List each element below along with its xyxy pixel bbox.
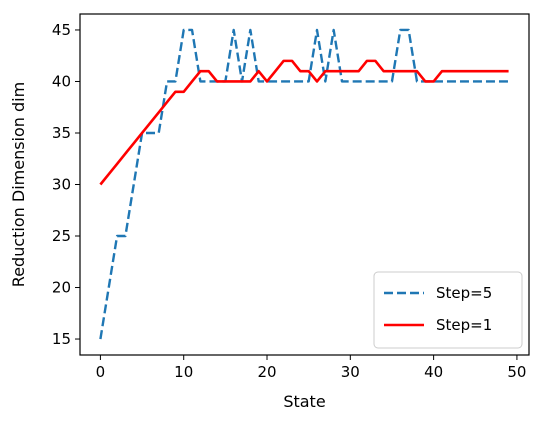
series-line-1	[99, 28, 509, 340]
y-axis: 15 20 25 30 35 40 45	[52, 21, 80, 348]
legend-label-1: Step=5	[436, 284, 492, 302]
y-axis-label: Reduction Dimension dim	[9, 82, 28, 287]
y-tick-label: 30	[52, 176, 71, 194]
x-axis: 0 10 20 30 40 50	[96, 355, 526, 381]
x-tick-label: 40	[424, 363, 443, 381]
x-tick-label: 10	[174, 363, 193, 381]
series-line-2	[99, 59, 509, 186]
y-tick-label: 45	[52, 21, 71, 39]
y-tick-label: 20	[52, 279, 71, 297]
legend: Step=5 Step=1	[373, 271, 523, 349]
x-tick-label: 0	[96, 363, 106, 381]
x-tick-label: 50	[507, 363, 526, 381]
x-tick-label: 30	[341, 363, 360, 381]
y-tick-label: 35	[52, 124, 71, 142]
legend-box	[373, 271, 523, 349]
y-tick-label: 25	[52, 227, 71, 245]
x-tick-label: 20	[257, 363, 276, 381]
y-tick-label: 40	[52, 72, 71, 90]
legend-label-2: Step=1	[436, 316, 492, 334]
series-layer	[99, 28, 509, 340]
y-tick-label: 15	[52, 330, 71, 348]
x-axis-label: State	[283, 392, 325, 411]
